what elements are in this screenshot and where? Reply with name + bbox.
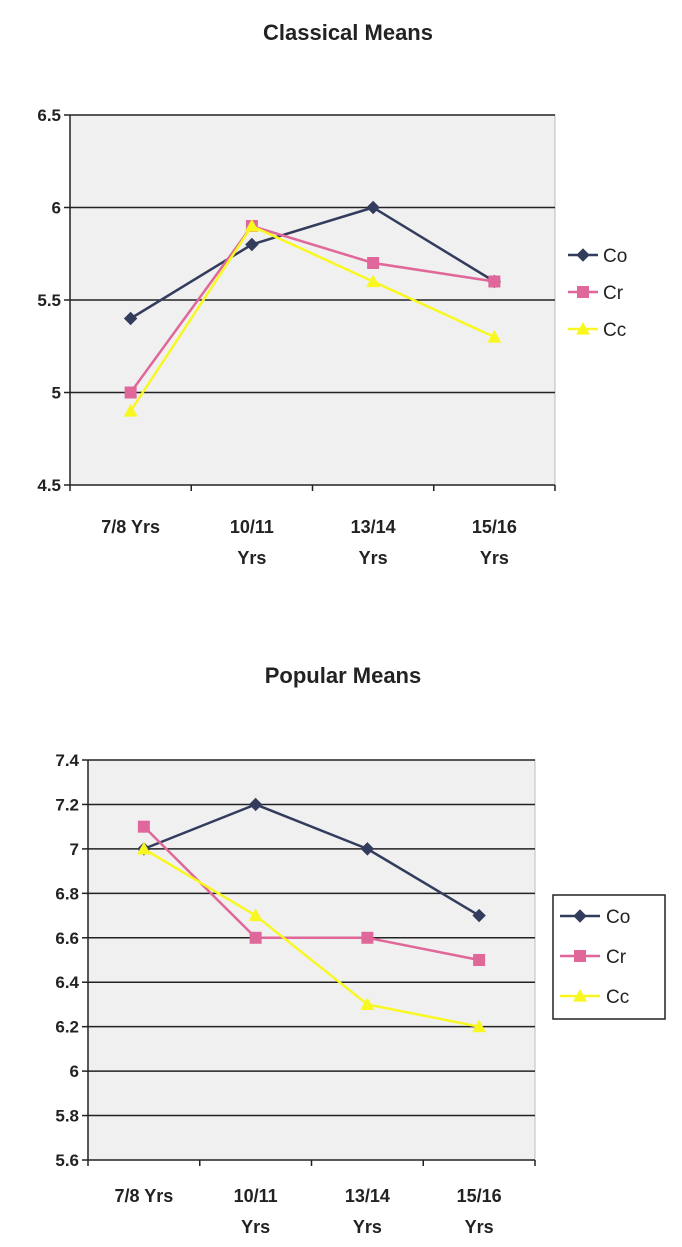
x-tick-label: 13/14 [345,1186,390,1206]
y-tick-label: 6.2 [55,1018,79,1037]
y-tick-label: 5.6 [55,1151,79,1170]
data-point [488,275,501,288]
legend-marker [574,950,586,962]
series-line [143,803,480,917]
x-tick-label: Yrs [241,1217,270,1237]
series-cc [123,219,502,417]
y-tick-label: 7.2 [55,795,79,814]
y-tick-label: 6.4 [55,973,79,992]
data-point [366,274,381,288]
x-tick-label: Yrs [359,548,388,568]
legend-marker [573,909,587,923]
series-line [129,224,495,412]
y-tick-label: 7.4 [55,751,79,770]
x-tick-label: Yrs [480,548,509,568]
legend-marker [573,989,587,1002]
chart-title: Classical Means [263,20,433,45]
data-point [248,908,263,922]
data-point [137,820,150,833]
x-tick-label: Yrs [237,548,266,568]
legend-label: Cr [603,283,624,304]
legend-label: Cc [606,987,629,1008]
y-tick-label: 6 [70,1062,79,1081]
data-point [360,997,375,1011]
legend-label: Co [603,246,627,267]
data-point [245,237,259,252]
data-point [123,404,138,417]
data-point [487,330,502,343]
y-tick-label: 6.8 [55,884,79,903]
legend-marker [576,248,590,262]
y-tick-label: 4.5 [37,476,61,495]
x-tick-label: 7/8 Yrs [115,1186,174,1206]
data-point [248,797,263,812]
legend: Co Cr Cc [552,894,666,1020]
y-tick-label: 5 [52,384,61,403]
x-tick-label: 15/16 [457,1186,502,1206]
data-point [472,1019,487,1033]
data-point [136,841,151,855]
data-point [361,931,374,944]
y-tick-label: 7 [70,840,79,859]
legend-marker [576,322,590,335]
y-tick-label: 6.6 [55,929,79,948]
legend-marker [577,286,589,298]
x-tick-label: 15/16 [472,517,517,537]
x-tick-label: Yrs [353,1217,382,1237]
data-point [360,842,375,856]
series-co [137,797,486,923]
chart-1: Classical Means 4.5 5 5.5 6 6.5 7/8 Yrs 10/11 Yr… [37,20,627,568]
x-tick-label: 13/14 [351,517,396,537]
series-line [143,847,480,1028]
y-tick-label: 5.8 [55,1107,79,1126]
y-tick-label: 6 [52,199,61,218]
data-point [123,311,138,326]
data-point [124,386,137,399]
legend-label: Cc [603,320,626,341]
series-cc [136,841,487,1033]
x-tick-label: Yrs [465,1217,494,1237]
data-point [249,931,262,944]
y-tick-label: 5.5 [37,291,61,310]
chart-title: Popular Means [265,663,421,688]
data-point [473,954,486,966]
x-tick-label: 10/11 [234,1186,278,1206]
y-tick-label: 6.5 [37,106,61,125]
data-point [244,219,259,232]
series-line [129,224,495,394]
x-tick-label: 10/11 [230,517,274,537]
series-line [129,206,496,320]
chart-2: Popular Means 5.6 5.8 6 6.2 6.4 6.6 6.8 7 7.2 7.4 7… [55,663,666,1237]
legend-label: Cr [606,947,627,968]
legend-label: Co [606,907,630,928]
legend: Co Cr Cc [568,246,627,341]
x-tick-label: 7/8 Yrs [101,517,160,537]
data-point [367,257,380,269]
data-point [472,908,486,923]
data-point [366,200,380,215]
